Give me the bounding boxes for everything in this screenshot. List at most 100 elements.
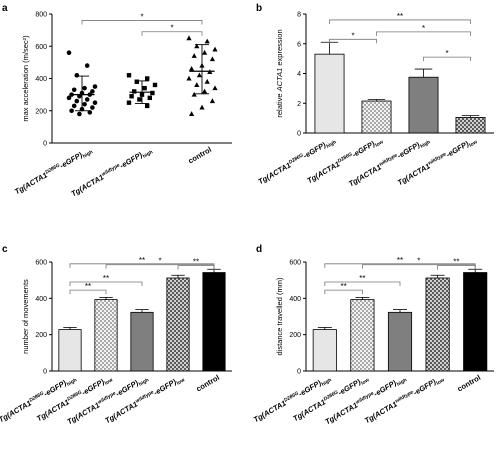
panel-a-point	[186, 35, 192, 41]
panel-b-sig-bracket	[376, 31, 471, 36]
panel-a-point	[212, 46, 218, 52]
panel-letter-b: b	[256, 3, 262, 14]
panel-a-point	[145, 103, 150, 109]
panel-b-bar	[314, 53, 345, 134]
panel-c-ytick-label: 0	[43, 369, 47, 376]
panel-a-point	[137, 97, 142, 102]
panel-a-ytick-label: 600	[35, 44, 47, 51]
panel-letter-d: d	[256, 244, 262, 255]
panel-b-sig-label: *	[351, 31, 354, 40]
panel-d-bar	[387, 311, 413, 372]
panel-a-ytick-label: 800	[35, 12, 47, 19]
panel-b-bar	[455, 116, 486, 134]
panel-c-bar	[166, 277, 190, 372]
panel-b-sig-bracket	[329, 19, 471, 24]
panel-letter-c: c	[2, 244, 8, 255]
panel-a-point	[69, 108, 74, 114]
panel-c-ytick-label: 600	[35, 260, 47, 267]
panel-a-point	[90, 89, 95, 94]
panel-d-bar	[425, 277, 450, 372]
panel-a-point	[129, 94, 134, 99]
panel-a-point	[87, 110, 93, 115]
panel-a-ytick-label: 0	[43, 141, 47, 148]
panel-d-ytick-label: 0	[297, 369, 301, 376]
panel-a-point	[209, 98, 215, 104]
panel-c-sig-bracket	[69, 281, 143, 286]
panel-d-sig-label: *	[417, 257, 420, 266]
panel-b-sig-label: *	[445, 49, 448, 58]
panel-c-ytick-label: 200	[35, 332, 47, 339]
panel-a-point	[74, 98, 80, 104]
panel-a-sig-bracket	[141, 31, 203, 36]
panel-a-point	[202, 49, 208, 55]
panel-a-point	[66, 95, 72, 101]
panel-a-point	[196, 72, 202, 78]
panel-d-ytick-label: 600	[289, 260, 301, 267]
panel-a-point	[71, 103, 77, 109]
panel-a-ytick-label: 400	[35, 76, 47, 83]
panel-a-point	[92, 100, 98, 105]
panel-b-bar	[361, 100, 392, 134]
panel-d-sig-bracket	[437, 265, 476, 270]
panel-d-ytick-label: 400	[289, 296, 301, 303]
panel-c-sig-bracket	[177, 265, 215, 270]
panel-a-sig-bracket	[81, 20, 203, 25]
panel-d-y-axis-title: distance travelled (mm)	[275, 277, 284, 355]
panel-c-sig-label: **	[193, 258, 199, 267]
panel-a-point	[189, 66, 195, 71]
panel-c-bar	[94, 299, 118, 372]
panel-a-point	[66, 50, 72, 55]
panel-b-category-label: Tg(ACTA1D286G-eGFP)high	[257, 135, 338, 188]
panel-c-sig-label: **	[139, 256, 145, 265]
panel-a-point	[191, 91, 197, 97]
panel-d-sig-label: **	[397, 256, 403, 265]
panel-a-point	[134, 79, 139, 84]
panel-a-category-label: control	[186, 145, 213, 166]
panel-c-category-label: control	[194, 373, 221, 394]
panel-a-point	[147, 95, 152, 101]
panel-a-point	[194, 82, 200, 87]
panel-a-point	[92, 84, 98, 89]
panel-b-ytick-label: 2	[297, 101, 301, 108]
panel-b-bar	[408, 76, 439, 134]
panel-b-category-label: Tg(ACTA1wildtype-eGFP)low	[396, 135, 479, 189]
panel-b-sig-bracket	[329, 38, 377, 44]
panel-a-point	[204, 78, 210, 84]
panel-b-sig-bracket	[423, 56, 471, 62]
panel-b-ytick-label: 4	[297, 71, 301, 78]
panel-d-sig-label: **	[340, 282, 346, 291]
panel-a-point	[191, 53, 197, 58]
panel-a-point	[194, 43, 200, 49]
panel-a-point	[186, 75, 192, 81]
panel-c-bar	[58, 329, 82, 372]
panel-b-sig-label: **	[397, 12, 403, 21]
panel-d-bar	[312, 329, 337, 372]
panel-d-sig-bracket	[324, 281, 401, 286]
panel-a-point	[82, 85, 87, 91]
panel-a-chart: 0 200 400 600 800 max acceleration (m/sec²) Tg…	[13, 12, 232, 200]
panel-a-point	[84, 63, 90, 68]
panel-d-bar	[463, 272, 488, 372]
panel-b-ytick-label: 8	[297, 12, 301, 19]
panel-a-sig-label: *	[170, 24, 173, 33]
panel-a-point	[74, 72, 80, 78]
panel-a-point	[126, 100, 132, 105]
panel-c-sig-bracket	[69, 289, 107, 295]
panel-a-point	[71, 87, 77, 93]
panel-a-point	[145, 76, 150, 81]
panel-a-point	[202, 88, 208, 94]
panel-a-category-label: Tg(ACTA1wildtype-eGFP)high	[69, 145, 154, 200]
panel-a-point	[126, 73, 132, 78]
panel-a-point	[142, 85, 147, 91]
panel-a-point	[90, 105, 95, 110]
panel-a-y-axis-title: max acceleration (m/sec²)	[21, 35, 30, 122]
panel-d-sig-label: **	[359, 274, 365, 283]
panel-a-point	[199, 104, 205, 110]
panel-a-point	[152, 82, 158, 88]
panel-a-point	[150, 90, 155, 96]
panel-b-chart: 0 2 4 6 8 relative ACTA1 expression Tg(ACTA1D2…	[257, 12, 494, 189]
panel-letter-a: a	[2, 3, 8, 14]
